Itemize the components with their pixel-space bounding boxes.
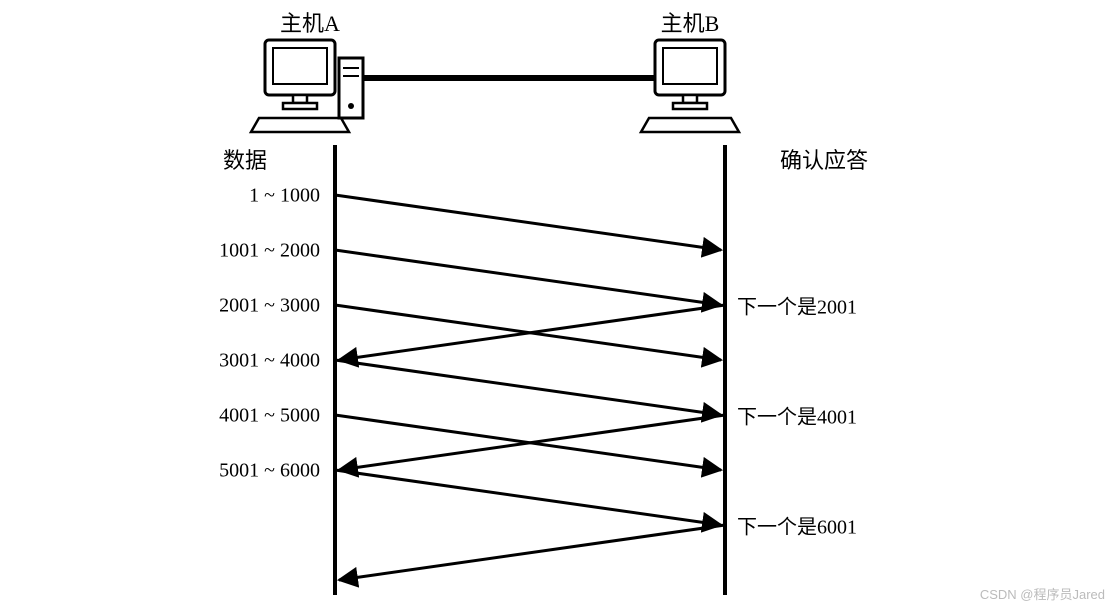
- svg-text:4001 ~ 5000: 4001 ~ 5000: [219, 405, 320, 427]
- watermark: CSDN @程序员Jared: [980, 584, 1105, 603]
- svg-text:主机A: 主机A: [280, 11, 340, 36]
- svg-text:主机B: 主机B: [661, 11, 720, 36]
- host-b-icon: [641, 40, 739, 132]
- svg-text:下一个是2001: 下一个是2001: [737, 296, 857, 319]
- svg-text:下一个是4001: 下一个是4001: [737, 406, 857, 429]
- svg-text:1 ~ 1000: 1 ~ 1000: [249, 185, 320, 207]
- host-a-icon: [251, 40, 363, 132]
- svg-text:5001 ~ 6000: 5001 ~ 6000: [219, 460, 320, 482]
- sequence-diagram: 主机A 主机B 数据 确认应答 1 ~ 1000 1001 ~ 2000 2001 ~ 30…: [0, 0, 1115, 611]
- svg-text:下一个是6001: 下一个是6001: [737, 516, 857, 539]
- svg-text:3001 ~ 4000: 3001 ~ 4000: [219, 350, 320, 372]
- svg-text:1001 ~ 2000: 1001 ~ 2000: [219, 240, 320, 262]
- svg-text:2001 ~ 3000: 2001 ~ 3000: [219, 295, 320, 317]
- svg-text:确认应答: 确认应答: [780, 148, 868, 173]
- svg-text:数据: 数据: [223, 148, 267, 173]
